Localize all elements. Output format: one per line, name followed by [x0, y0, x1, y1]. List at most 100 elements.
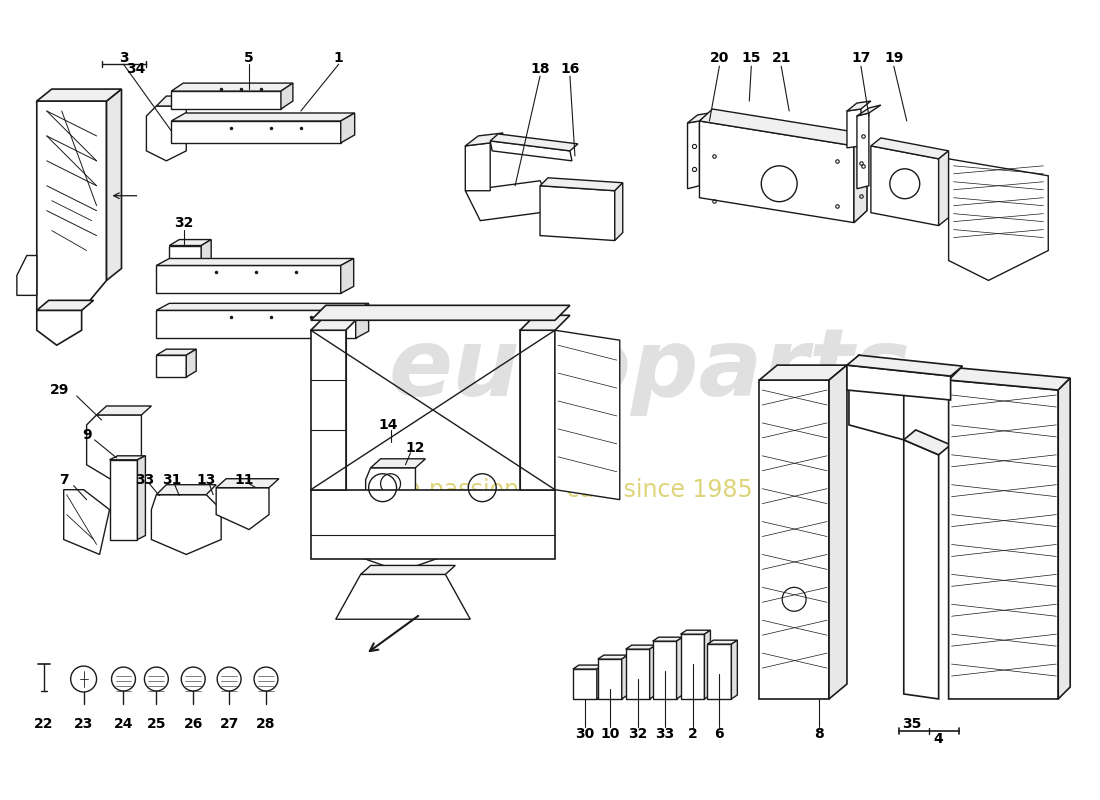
Polygon shape	[110, 456, 145, 460]
Polygon shape	[491, 134, 578, 151]
Polygon shape	[871, 138, 948, 159]
Polygon shape	[355, 303, 368, 338]
Polygon shape	[626, 649, 650, 699]
Polygon shape	[704, 630, 711, 699]
Text: 10: 10	[601, 727, 619, 741]
Polygon shape	[688, 113, 710, 123]
Polygon shape	[676, 637, 682, 699]
Polygon shape	[520, 315, 570, 330]
Polygon shape	[341, 258, 354, 294]
Polygon shape	[172, 91, 280, 109]
Polygon shape	[1058, 378, 1070, 699]
Text: 29: 29	[50, 383, 69, 397]
Polygon shape	[573, 669, 597, 699]
Polygon shape	[847, 365, 950, 400]
Text: 15: 15	[741, 51, 761, 65]
Polygon shape	[156, 485, 217, 494]
Polygon shape	[540, 186, 615, 241]
Text: 22: 22	[34, 717, 54, 731]
Text: 33: 33	[135, 473, 154, 486]
Text: 21: 21	[771, 51, 791, 65]
Polygon shape	[186, 349, 196, 377]
Polygon shape	[948, 159, 1048, 281]
Polygon shape	[904, 440, 938, 699]
Polygon shape	[156, 310, 355, 338]
Polygon shape	[847, 355, 962, 376]
Text: 19: 19	[884, 51, 903, 65]
Text: 4: 4	[934, 732, 944, 746]
Polygon shape	[652, 637, 682, 641]
Polygon shape	[650, 645, 656, 699]
Polygon shape	[201, 239, 211, 267]
Polygon shape	[829, 365, 847, 699]
Polygon shape	[857, 105, 881, 116]
Polygon shape	[556, 330, 619, 500]
Polygon shape	[172, 113, 354, 121]
Polygon shape	[948, 368, 1070, 390]
Polygon shape	[156, 96, 196, 106]
Polygon shape	[688, 121, 700, 189]
Polygon shape	[371, 458, 426, 468]
Polygon shape	[465, 181, 556, 221]
Text: 28: 28	[256, 717, 276, 731]
Polygon shape	[280, 83, 293, 109]
Polygon shape	[217, 478, 279, 488]
Polygon shape	[169, 239, 211, 246]
Text: 25: 25	[146, 717, 166, 731]
Polygon shape	[138, 456, 145, 539]
Polygon shape	[847, 109, 861, 148]
Polygon shape	[87, 415, 142, 480]
Polygon shape	[336, 574, 471, 619]
Polygon shape	[172, 83, 293, 91]
Polygon shape	[520, 330, 556, 490]
Polygon shape	[110, 460, 138, 539]
Text: 6: 6	[715, 727, 724, 741]
Polygon shape	[361, 514, 440, 571]
Polygon shape	[169, 246, 201, 267]
Polygon shape	[97, 406, 152, 415]
Text: 30: 30	[575, 727, 594, 741]
Polygon shape	[311, 315, 361, 330]
Text: 14: 14	[378, 418, 398, 432]
Polygon shape	[217, 488, 270, 530]
Text: 27: 27	[219, 717, 239, 731]
Text: 32: 32	[628, 727, 648, 741]
Polygon shape	[700, 109, 867, 146]
Text: 2: 2	[688, 727, 697, 741]
Text: 31: 31	[162, 473, 182, 486]
Polygon shape	[707, 644, 732, 699]
Polygon shape	[759, 380, 829, 699]
Polygon shape	[759, 365, 847, 380]
Polygon shape	[652, 641, 676, 699]
Polygon shape	[36, 101, 107, 310]
Polygon shape	[597, 665, 603, 699]
Text: 5: 5	[244, 51, 254, 65]
Polygon shape	[948, 380, 1058, 699]
Polygon shape	[857, 113, 869, 189]
Polygon shape	[311, 490, 556, 559]
Text: 3: 3	[119, 51, 129, 65]
Polygon shape	[156, 303, 368, 310]
Polygon shape	[904, 430, 950, 455]
Polygon shape	[146, 106, 186, 161]
Text: 34: 34	[125, 62, 145, 76]
Text: 9: 9	[81, 428, 91, 442]
Text: 32: 32	[175, 216, 194, 230]
Polygon shape	[36, 300, 94, 310]
Text: 26: 26	[184, 717, 202, 731]
Polygon shape	[681, 634, 704, 699]
Polygon shape	[172, 121, 341, 143]
Polygon shape	[626, 645, 656, 649]
Text: 33: 33	[654, 727, 674, 741]
Text: 18: 18	[530, 62, 550, 76]
Text: 24: 24	[113, 717, 133, 731]
Polygon shape	[597, 659, 622, 699]
Polygon shape	[871, 146, 938, 226]
Polygon shape	[491, 141, 572, 161]
Text: 23: 23	[74, 717, 94, 731]
Text: 17: 17	[851, 51, 870, 65]
Polygon shape	[465, 143, 491, 190]
Polygon shape	[465, 133, 503, 146]
Polygon shape	[311, 306, 570, 320]
Polygon shape	[365, 468, 416, 512]
